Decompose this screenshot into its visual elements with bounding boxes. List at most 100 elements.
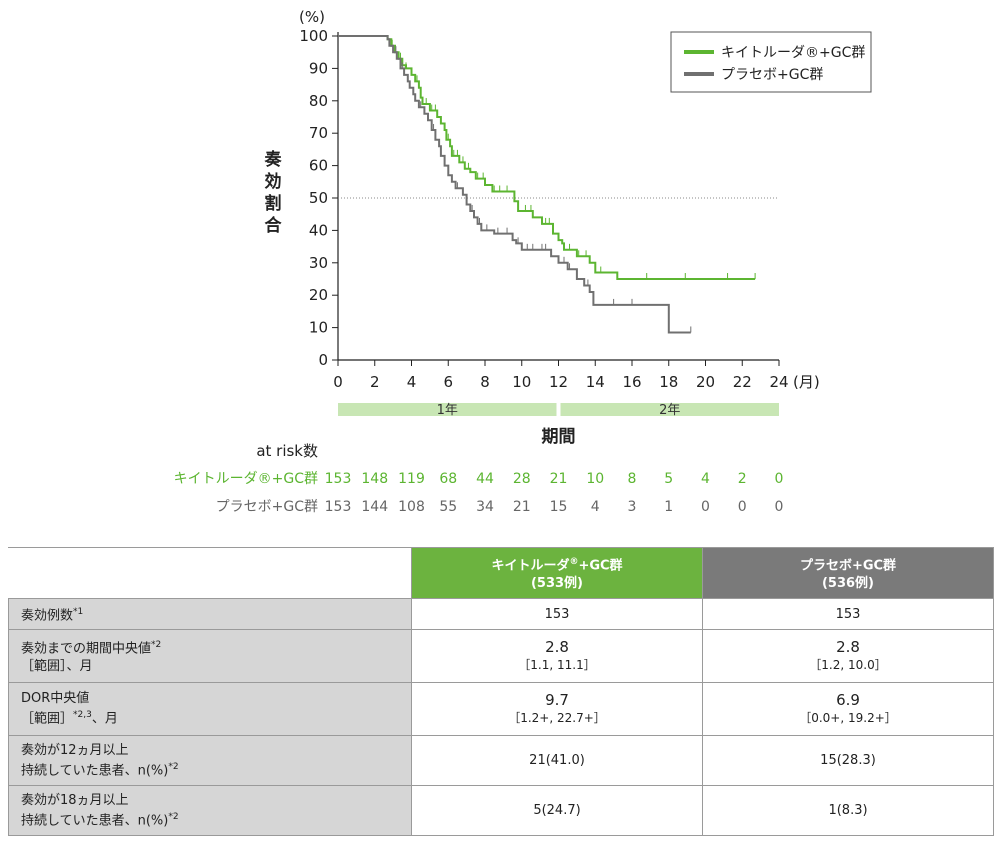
header-placebo-name: プラセボ+GC群	[799, 558, 897, 574]
value-main: 1(8.3)	[828, 803, 868, 818]
row-label-cell: 奏効例数*1	[8, 598, 412, 630]
value-main: 9.7	[545, 690, 569, 709]
y-tick-label: 70	[309, 124, 328, 142]
summary-row: 奏効例数*1 153 153	[8, 598, 994, 630]
value-cell-keytruda: 5(24.7)	[411, 785, 703, 836]
at-risk-value: 4	[701, 471, 710, 487]
y-axis-title: 奏効割合	[264, 149, 283, 236]
value-cell-keytruda: 2.8 ［1.1, 11.1］	[411, 629, 703, 683]
value-range: ［1.2, 10.0］	[809, 657, 887, 672]
row-label: DOR中央値	[21, 691, 90, 707]
value-cell-placebo: 6.9 ［0.0+, 19.2+］	[702, 682, 994, 736]
header-placebo-n: (536例)	[821, 575, 875, 591]
value-main: 153	[544, 606, 570, 622]
x-tick-label: 4	[407, 373, 417, 391]
header-keytruda-name: キイトルーダ	[491, 558, 570, 574]
x-tick-label: 12	[549, 373, 568, 391]
summary-row: 奏効が18ヵ月以上 持続していた患者、n(%)*2 5(24.7) 1(8.3)	[8, 785, 994, 836]
value-main: 2.8	[836, 637, 860, 656]
x-tick-label: 6	[443, 373, 453, 391]
at-risk-value: 0	[775, 471, 784, 487]
at-risk-value: 10	[586, 471, 604, 487]
at-risk-value: 3	[628, 499, 637, 515]
header-blank-cell	[8, 547, 412, 599]
legend-label-0: キイトルーダ®+GC群	[721, 45, 865, 61]
legend-box	[670, 31, 872, 93]
value-cell-placebo: 153	[702, 598, 994, 630]
row-label: 奏効が18ヵ月以上	[21, 792, 129, 808]
row-label-cell: 奏効が12ヵ月以上 持続していた患者、n(%)*2	[8, 735, 412, 786]
row-label-line2-sup: *2	[168, 761, 179, 772]
at-risk-value: 28	[513, 471, 531, 487]
at-risk-row-label-0: キイトルーダ®+GC群	[174, 471, 318, 487]
year-bands: 1年 2年	[338, 403, 779, 418]
x-axis-title: 期間	[542, 427, 576, 447]
value-main: 5(24.7)	[533, 803, 581, 818]
y-tick-label: 60	[309, 157, 328, 175]
at-risk-value: 0	[701, 499, 710, 515]
x-tick-label: 20	[696, 373, 715, 391]
at-risk-value: 0	[775, 499, 784, 515]
value-main: 153	[835, 606, 861, 622]
row-label: 奏効が12ヵ月以上	[21, 742, 129, 758]
x-tick-label: 10	[512, 373, 531, 391]
value-cell-keytruda: 21(41.0)	[411, 735, 703, 786]
at-risk-value: 8	[628, 471, 637, 487]
at-risk-value: 21	[550, 471, 568, 487]
x-tick-label: 18	[659, 373, 678, 391]
value-main: 6.9	[836, 690, 860, 709]
series-line-0	[338, 35, 756, 280]
y-tick-label: 80	[309, 92, 328, 110]
at-risk-value: 68	[439, 471, 457, 487]
value-range: ［1.1, 11.1］	[518, 657, 596, 672]
x-tick-label: 16	[622, 373, 641, 391]
y-unit-label: (%)	[299, 8, 325, 26]
value-cell-keytruda: 9.7 ［1.2+, 22.7+］	[411, 682, 703, 736]
value-range: ［1.2+, 22.7+］	[508, 710, 606, 725]
value-main: 21(41.0)	[529, 753, 585, 768]
y-tick-label: 50	[309, 189, 328, 207]
series-line-1	[338, 35, 691, 334]
row-label-cell: DOR中央値 ［範囲］*2,3、月	[8, 682, 412, 736]
value-cell-placebo: 15(28.3)	[702, 735, 994, 786]
y-tick-label: 20	[309, 286, 328, 304]
row-label-sup: *1	[73, 606, 84, 617]
row-label-line2-sup: *2	[168, 811, 179, 822]
year-band-label-0: 1年	[437, 403, 458, 418]
y-tick-label: 100	[299, 27, 328, 45]
year-band-label-1: 2年	[659, 403, 680, 418]
row-label-line2-sup: *2,3	[73, 710, 92, 721]
value-cell-placebo: 1(8.3)	[702, 785, 994, 836]
y-tick-label: 0	[318, 351, 328, 369]
header-keytruda: キイトルーダ®+GC群 (533例)	[411, 547, 703, 599]
at-risk-value: 153	[325, 499, 352, 515]
row-label-cell: 奏効が18ヵ月以上 持続していた患者、n(%)*2	[8, 785, 412, 836]
at-risk-value: 119	[398, 471, 425, 487]
x-tick-label: 24	[769, 373, 788, 391]
row-label-line2: ［範囲］	[21, 711, 74, 727]
at-risk-value: 148	[361, 471, 388, 487]
header-keytruda-suffix: +GC群	[578, 558, 623, 574]
row-label: 奏効までの期間中央値	[21, 641, 152, 657]
year-band-1	[560, 403, 779, 416]
y-tick-label: 10	[309, 319, 328, 337]
summary-row: 奏効までの期間中央値*2 ［範囲］、月 2.8 ［1.1, 11.1］ 2.8 ［1.2,…	[8, 629, 994, 683]
at-risk-value: 1	[664, 499, 673, 515]
at-risk-value: 153	[325, 471, 352, 487]
at-risk-title: at risk数	[256, 442, 318, 460]
at-risk-row-label-1: プラセボ+GC群	[216, 499, 318, 515]
at-risk-value: 2	[738, 471, 747, 487]
at-risk-value: 34	[476, 499, 494, 515]
x-unit-label: (月)	[793, 373, 820, 391]
y-tick-label: 90	[309, 59, 328, 77]
x-tick-label: 2	[370, 373, 380, 391]
summary-table: キイトルーダ®+GC群 (533例) プラセボ+GC群 (536例) 奏効例数*…	[8, 547, 994, 836]
value-main: 2.8	[545, 637, 569, 656]
year-band-0	[338, 403, 557, 416]
y-tick-label: 30	[309, 254, 328, 272]
value-cell-placebo: 2.8 ［1.2, 10.0］	[702, 629, 994, 683]
